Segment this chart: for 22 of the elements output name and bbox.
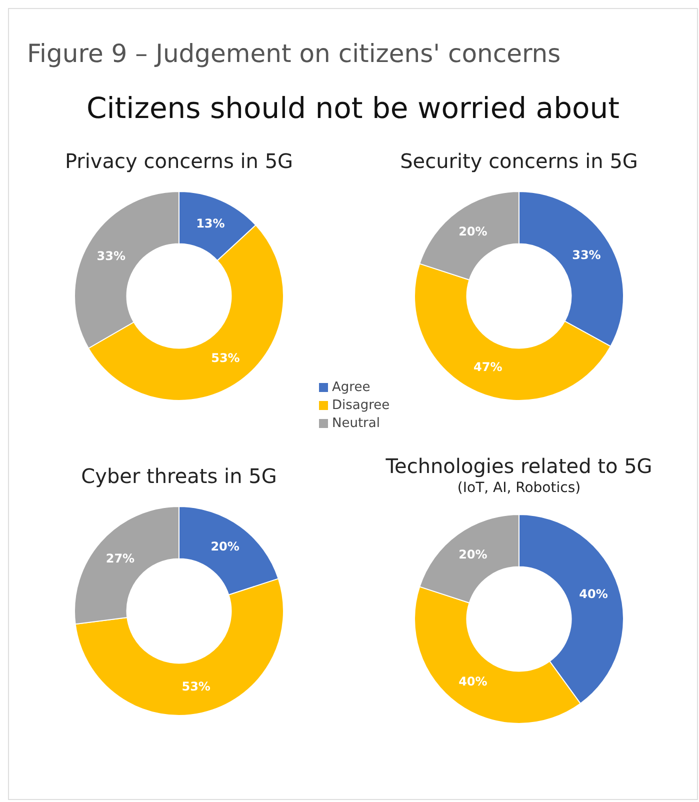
data-label: 20% <box>458 548 488 562</box>
chart-title: Technologies related to 5G <box>384 454 654 478</box>
data-label: 33% <box>572 248 601 262</box>
text: Citizens should not be worried about <box>86 91 620 125</box>
chart-title: Cyber threats in 5G <box>80 464 278 488</box>
data-label: 40% <box>458 674 488 689</box>
data-label: 20% <box>210 540 240 554</box>
data-label: 27% <box>106 551 135 566</box>
chart-title: Security concerns in 5G <box>399 149 639 173</box>
legend-label: Agree <box>332 380 370 395</box>
data-label: 40% <box>579 586 608 601</box>
data-label: 47% <box>474 360 502 374</box>
chart-subtitle: (IoT, AI, Robotics) <box>456 480 582 496</box>
chart-title: Privacy concerns in 5G <box>64 149 294 173</box>
data-label: 53% <box>182 680 210 694</box>
data-label: 20% <box>458 224 488 239</box>
text: Figure 9 – Judgement on citizens' concerns <box>27 39 561 68</box>
data-label: 53% <box>211 351 240 366</box>
data-label: 13% <box>196 216 225 230</box>
data-label: 33% <box>96 248 126 263</box>
legend-label: Disagree <box>332 398 390 413</box>
legend-label: Neutral <box>332 416 380 431</box>
